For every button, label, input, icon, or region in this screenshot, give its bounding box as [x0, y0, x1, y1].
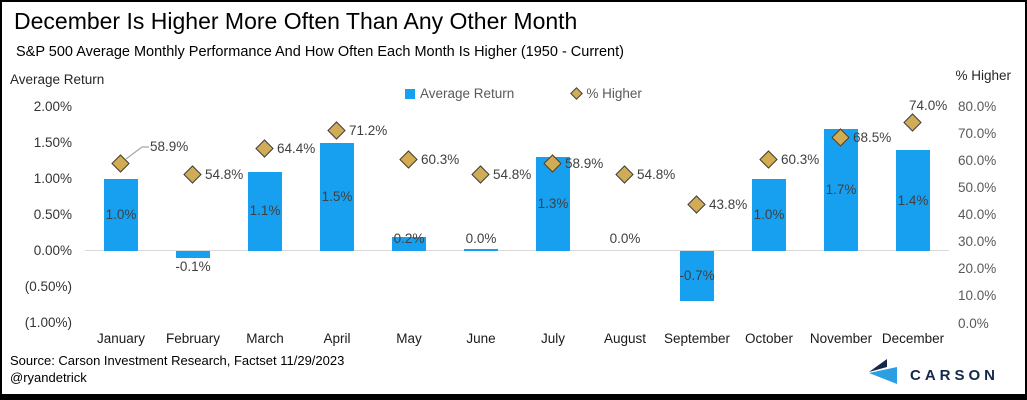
pct-higher-data-label: 54.8% [205, 167, 244, 183]
pct-higher-data-label: 54.8% [637, 167, 676, 183]
right-axis-tick: 10.0% [958, 288, 997, 304]
right-axis-tick: 40.0% [958, 207, 997, 223]
month-label: November [809, 331, 873, 346]
month-label: April [323, 331, 351, 346]
average-return-bar [392, 236, 426, 251]
right-axis-title: % Higher [955, 68, 1011, 83]
right-axis-tick: 30.0% [958, 234, 997, 250]
left-axis-tick: (1.00%) [24, 315, 72, 330]
pct-higher-diamond-marker [471, 165, 490, 184]
average-return-data-label: 1.3% [537, 196, 569, 212]
month-label: March [246, 331, 284, 346]
average-return-data-label: -0.7% [679, 268, 715, 284]
average-return-bar [464, 249, 498, 251]
author-handle: @ryandetrick [10, 370, 87, 385]
average-return-bar [752, 179, 786, 251]
pct-higher-diamond-marker [687, 195, 706, 214]
carson-chevron-icon [869, 359, 897, 384]
average-return-data-label: 1.4% [897, 192, 929, 208]
pct-higher-diamond-marker [183, 165, 202, 184]
average-return-data-label: 1.5% [321, 189, 353, 204]
average-return-bar [896, 150, 930, 251]
average-return-bar [536, 157, 570, 251]
legend-label-average-return: Average Return [420, 86, 515, 101]
chart-legend: Average Return % Higher [405, 86, 642, 101]
pct-higher-data-label: 64.4% [277, 141, 316, 157]
average-return-data-label: 1.0% [753, 207, 785, 222]
pct-higher-data-label: 58.9% [150, 139, 189, 155]
left-axis-tick: 1.50% [33, 135, 72, 150]
right-axis-tick: 0.0% [958, 315, 989, 331]
pct-higher-diamond-marker [399, 150, 418, 170]
month-label: June [466, 331, 496, 346]
month-label: May [396, 331, 422, 346]
carson-logo-text: CARSON [910, 367, 1000, 384]
pct-higher-data-label: 60.3% [421, 152, 460, 168]
legend-square-swatch [405, 88, 415, 99]
pct-higher-diamond-marker [255, 139, 274, 158]
left-axis-title: Average Return [10, 72, 105, 87]
pct-higher-diamond-marker [111, 154, 130, 173]
average-return-data-label: 1.0% [105, 207, 137, 222]
left-axis-tick: 0.50% [33, 207, 72, 222]
source-text: Source: Carson Investment Research, Fact… [10, 353, 345, 368]
month-label: September [663, 331, 731, 346]
right-axis-tick: 60.0% [958, 153, 997, 169]
carson-logo: CARSON [868, 358, 999, 386]
pct-higher-data-label: 43.8% [709, 196, 748, 212]
average-return-bar [680, 251, 714, 302]
legend-item-average-return: Average Return [405, 86, 514, 101]
pct-higher-data-label: 71.2% [349, 122, 388, 138]
legend-diamond-swatch [570, 87, 584, 100]
average-return-data-label: 1.7% [825, 181, 857, 197]
left-axis-tick: 1.00% [33, 171, 72, 186]
left-axis-tick: 2.00% [33, 99, 72, 114]
pct-higher-data-label: 54.8% [493, 167, 532, 183]
right-axis-tick: 50.0% [958, 180, 997, 196]
average-return-bar [248, 171, 282, 251]
month-label: August [603, 331, 647, 346]
left-axis-tick: 0.00% [33, 243, 72, 258]
month-label: October [744, 331, 794, 346]
average-return-bar [320, 143, 354, 251]
axis-zero-line [85, 249, 949, 251]
left-axis-tick: (0.50%) [24, 279, 72, 294]
legend-label-pct-higher: % Higher [586, 86, 642, 101]
pct-higher-diamond-marker [327, 121, 346, 140]
average-return-data-label: 0.2% [393, 231, 425, 246]
pct-higher-data-label: 74.0% [909, 98, 948, 114]
month-label: January [96, 331, 146, 346]
chart-subtitle: S&P 500 Average Monthly Performance And … [16, 44, 624, 60]
pct-higher-diamond-marker [903, 113, 922, 132]
legend-item-pct-higher: % Higher [570, 86, 642, 101]
average-return-data-label: -0.1% [175, 259, 211, 275]
average-return-data-label: 0.0% [465, 231, 497, 246]
average-return-bar [824, 128, 858, 251]
pct-higher-diamond-marker [615, 165, 634, 184]
chart-title: December Is Higher More Often Than Any O… [14, 8, 578, 34]
average-return-data-label: 1.1% [249, 203, 281, 219]
pct-higher-data-label: 58.9% [565, 156, 604, 172]
month-label: December [881, 331, 945, 346]
average-return-data-label: 0.0% [609, 231, 641, 246]
pct-higher-data-label: 68.5% [853, 130, 892, 146]
right-axis-tick: 70.0% [958, 126, 997, 142]
pct-higher-diamond-marker [759, 150, 778, 170]
month-label: February [165, 331, 221, 346]
pct-higher-data-label: 60.3% [781, 152, 820, 168]
month-label: July [540, 331, 565, 346]
average-return-bar [176, 251, 210, 259]
right-axis-tick: 80.0% [958, 99, 997, 114]
right-axis-tick: 20.0% [958, 261, 997, 277]
average-return-bar [104, 179, 138, 251]
